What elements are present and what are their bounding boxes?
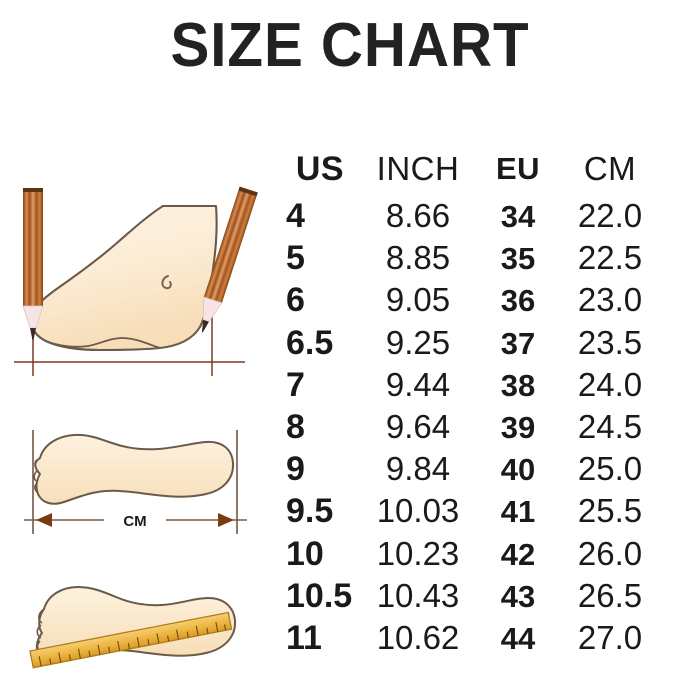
cell-us: 9.5	[286, 492, 334, 531]
cell-cm: 23.0	[577, 281, 643, 319]
column-header-inch: INCH	[376, 150, 460, 187]
cell-inch: 9.05	[385, 281, 451, 319]
page-title: SIZE CHART	[170, 11, 530, 80]
table-row: 8 9.64 39 24.5	[282, 406, 682, 448]
cell-eu: 35	[500, 241, 536, 277]
cell-us: 7	[286, 365, 305, 404]
table-row: 7 9.44 38 24.0	[282, 364, 682, 406]
cell-us: 6.5	[286, 323, 334, 362]
measuring-tape	[29, 611, 233, 669]
cell-eu: 36	[500, 283, 536, 319]
cell-eu: 41	[500, 494, 536, 530]
pencil-left	[22, 188, 44, 340]
cell-cm: 25.5	[577, 492, 643, 530]
table-row: 6.5 9.25 37 23.5	[282, 322, 682, 364]
cell-eu: 37	[500, 325, 536, 361]
footprint-with-measuring-tape-illustration	[0, 565, 285, 690]
cell-eu: 38	[500, 367, 536, 403]
cm-dimension-arrow	[24, 511, 247, 529]
cell-eu: 40	[500, 452, 536, 488]
cell-cm: 27.0	[577, 618, 643, 656]
cell-eu: 44	[500, 620, 536, 656]
cell-inch: 10.43	[376, 576, 460, 614]
cell-cm: 25.0	[577, 450, 643, 488]
illustration-column: CM	[0, 180, 285, 700]
cell-cm: 23.5	[577, 323, 643, 361]
cell-cm: 22.0	[577, 197, 643, 234]
pencil-right	[201, 186, 258, 333]
cell-inch: 8.85	[385, 239, 451, 277]
cell-inch: 10.03	[376, 492, 460, 530]
cell-eu: 42	[500, 536, 536, 572]
table-row: 9 9.84 40 25.0	[282, 448, 682, 490]
footprint-with-cm-dimension-illustration: CM	[0, 408, 285, 548]
cell-cm: 24.0	[577, 365, 643, 403]
cell-us: 10	[286, 534, 324, 573]
cell-inch: 10.23	[376, 534, 460, 572]
cell-us: 10.5	[286, 576, 353, 615]
table-row: 5 8.85 35 22.5	[282, 237, 682, 279]
cell-cm: 24.5	[577, 407, 643, 445]
table-row: 4 8.66 34 22.0	[282, 195, 682, 237]
cell-inch: 9.84	[385, 450, 451, 488]
cell-us: 9	[286, 450, 305, 489]
table-row: 11 10.62 44 27.0	[282, 617, 682, 659]
footprint-outline	[33, 433, 235, 505]
table-row: 10 10.23 42 26.0	[282, 533, 682, 575]
table-row: 9.5 10.03 41 25.5	[282, 490, 682, 532]
cell-cm: 22.5	[577, 239, 643, 277]
table-header-row: US INCH EU CM	[282, 143, 682, 195]
table-row: 6 9.05 36 23.0	[282, 279, 682, 321]
cell-us: 4	[286, 197, 305, 235]
foot-side-view-with-pencils-illustration	[0, 180, 285, 395]
table-row: 10.5 10.43 43 26.5	[282, 575, 682, 617]
cell-us: 11	[286, 618, 322, 657]
table-body: 4 8.66 34 22.0 5 8.85 35 22.5 6 9.05 36 23.0 6.5 9.25…	[282, 195, 682, 659]
cell-us: 6	[286, 281, 305, 320]
cell-eu: 39	[500, 409, 536, 445]
cell-eu: 34	[500, 199, 536, 234]
column-header-us: US	[295, 150, 345, 188]
cell-us: 5	[286, 239, 305, 278]
column-header-eu: EU	[495, 151, 541, 186]
cell-inch: 10.62	[376, 618, 460, 656]
size-chart-table: US INCH EU CM 4 8.66 34 22.0 5 8.85 35 22.5 6 9.0…	[282, 143, 682, 659]
cell-inch: 9.44	[385, 365, 451, 403]
foot-outline	[30, 204, 218, 352]
cell-us: 8	[286, 407, 305, 446]
cell-inch: 9.25	[385, 323, 451, 361]
cell-inch: 8.66	[385, 197, 451, 234]
cell-cm: 26.5	[577, 576, 643, 614]
cell-cm: 26.0	[577, 534, 643, 572]
column-header-cm: CM	[583, 150, 637, 187]
cell-eu: 43	[500, 578, 536, 614]
cell-inch: 9.64	[385, 407, 451, 445]
cm-dimension-label: CM	[123, 513, 146, 530]
